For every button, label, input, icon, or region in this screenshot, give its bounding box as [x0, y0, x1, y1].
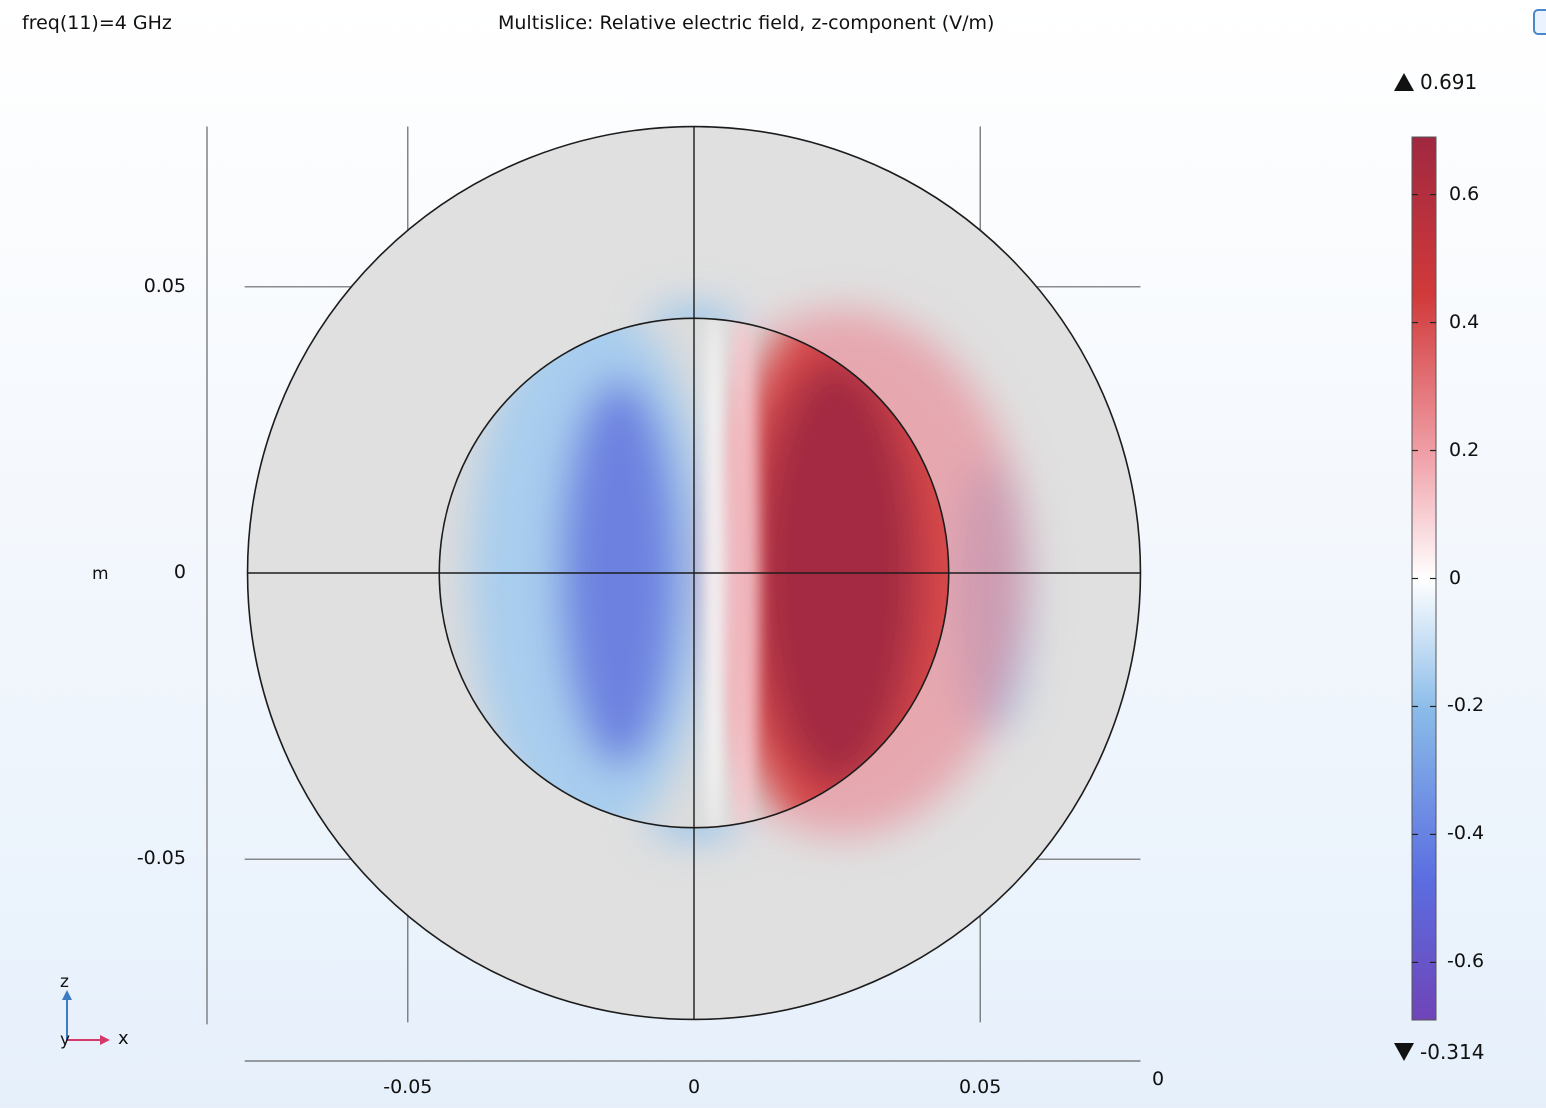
y-tick-label: -0.05: [136, 847, 186, 870]
x-tick-label: 0: [687, 1076, 701, 1098]
center-axes: [247, 126, 1141, 1020]
x-tick-label: 0.05: [959, 1076, 1002, 1098]
colorbar-tick-label: -0.2: [1447, 694, 1485, 717]
colorbar-min-label: -0.314: [1420, 1040, 1485, 1064]
depth-tick-label: 0: [1152, 1068, 1165, 1090]
colorbar-tick-label: -0.6: [1447, 950, 1485, 973]
y-tick-label: 0.05: [143, 274, 186, 297]
unit-label: m: [92, 564, 109, 584]
colorbar-max-label: 0.691: [1420, 70, 1478, 94]
colorbar-tick-label: 0.2: [1449, 438, 1480, 461]
y-tick-label: 0: [173, 561, 186, 583]
axes-triad-icon: [62, 990, 110, 1045]
app-corner-icon[interactable]: [1533, 9, 1546, 35]
colorbar-ticks: [1412, 193, 1436, 964]
colorbar-tick-label: 0.4: [1449, 310, 1480, 333]
triad-x-label: x: [118, 1028, 129, 1049]
colorbar-tick-label: 0: [1449, 566, 1462, 589]
colorbar-tick-label: -0.4: [1447, 822, 1485, 845]
parameter-label: freq(11)=4 GHz: [22, 12, 172, 34]
min-marker-icon: [1394, 1043, 1414, 1061]
plot-title: Multislice: Relative electric field, z-c…: [498, 12, 995, 34]
x-tick-label: -0.05: [383, 1076, 433, 1098]
triad-z-label: z: [60, 972, 69, 992]
inner-domain-circle: [438, 317, 950, 829]
triad-y-label: y: [60, 1030, 71, 1050]
colorbar-tick-label: 0.6: [1449, 182, 1480, 205]
max-marker-icon: [1394, 73, 1414, 91]
